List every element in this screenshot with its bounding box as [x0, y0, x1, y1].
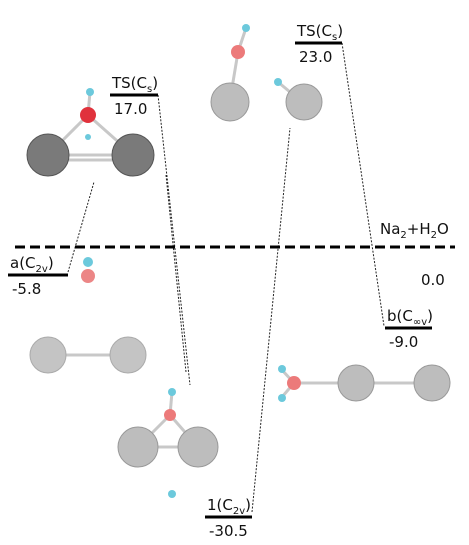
- subscript: ∞v: [413, 317, 427, 328]
- level-label: a(C2v): [10, 254, 54, 275]
- level-label: 1(C2v): [207, 496, 251, 517]
- label-text: ): [337, 22, 343, 40]
- level-energy: -5.8: [12, 280, 41, 298]
- subscript: 2v: [36, 264, 48, 275]
- subscript: 2v: [233, 506, 245, 517]
- label-text: ): [427, 307, 433, 325]
- level-label: TS(Cs): [296, 22, 343, 43]
- level-energy: 23.0: [299, 48, 332, 66]
- level-energy: -30.5: [209, 522, 248, 540]
- label-text: a(C: [10, 254, 36, 272]
- label-text: +H: [407, 220, 431, 238]
- level-label: TS(Cs): [111, 74, 158, 95]
- label-text: TS(C: [296, 22, 332, 40]
- level-energy: -9.0: [389, 333, 418, 351]
- label-text: ): [152, 74, 158, 92]
- label-text: O: [437, 220, 449, 238]
- reference-energy: 0.0: [421, 271, 445, 289]
- level-label: b(C∞v): [387, 307, 433, 328]
- label-text: TS(C: [111, 74, 147, 92]
- label-text: ): [245, 496, 251, 514]
- energy-diagram: Na2+H2O 0.0 a(C2v)-5.8TS(Cs)17.01(C2v)-3…: [0, 0, 469, 545]
- reference-label: Na2+H2O: [380, 220, 449, 241]
- label-text: Na: [380, 220, 400, 238]
- label-text: ): [48, 254, 54, 272]
- molecules: [27, 24, 450, 498]
- label-text: b(C: [387, 307, 413, 325]
- level-energy: 17.0: [114, 100, 147, 118]
- label-text: 1(C: [207, 496, 233, 514]
